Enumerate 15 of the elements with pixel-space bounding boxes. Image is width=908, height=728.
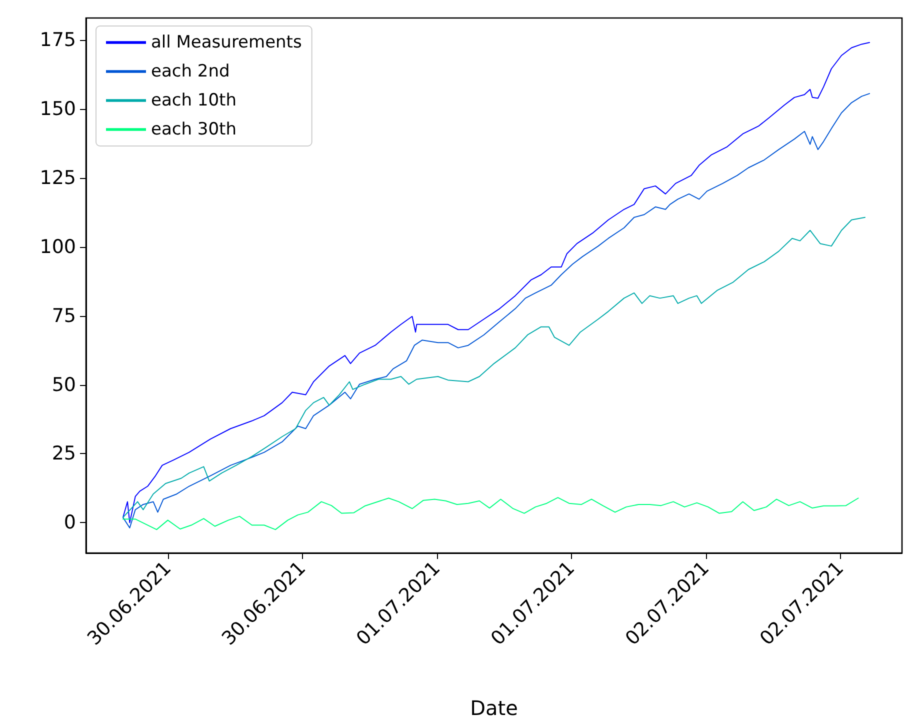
legend-label: each 2nd xyxy=(151,62,230,82)
line-series xyxy=(122,497,859,530)
y-tick-label: 25 xyxy=(52,442,76,465)
y-tick-label: 0 xyxy=(64,512,76,534)
x-axis-title: Date xyxy=(470,696,518,720)
line-series xyxy=(122,216,866,518)
y-tick-label: 75 xyxy=(52,304,76,327)
y-tick-label: 175 xyxy=(40,29,76,52)
legend-label: each 30th xyxy=(151,120,236,140)
y-tick-label: 125 xyxy=(40,166,76,189)
y-tick-label: 100 xyxy=(40,236,76,258)
legend-label: each 10th xyxy=(151,90,236,110)
y-tick-label: 150 xyxy=(40,98,76,120)
y-tick-label: 50 xyxy=(52,374,76,396)
legend-label: all Measurements xyxy=(151,32,302,52)
